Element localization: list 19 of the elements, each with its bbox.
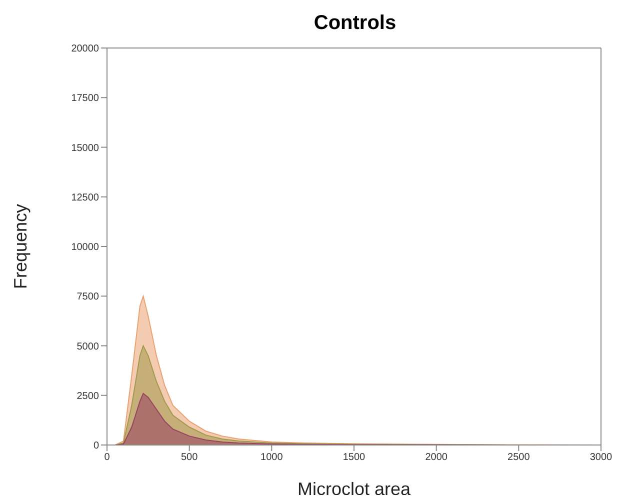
x-tick-label: 0: [104, 452, 110, 464]
y-tick-label: 15000: [71, 142, 100, 154]
x-tick-label: 500: [180, 452, 198, 464]
y-tick-label: 2500: [76, 390, 100, 402]
x-tick-label: 2000: [425, 452, 448, 464]
x-tick-label: 1000: [260, 452, 284, 464]
x-tick-label: 1500: [342, 452, 366, 464]
y-tick-label: 17500: [71, 93, 100, 104]
chart-title: Controls: [312, 11, 398, 36]
y-tick-label: 12500: [71, 192, 100, 204]
y-axis-title: Frequency: [10, 204, 30, 290]
y-tick-label: 7500: [76, 292, 100, 303]
x-tick-label: 2500: [508, 452, 530, 464]
y-tick-label: 20000: [71, 44, 100, 55]
y-tick-label: 0: [93, 440, 100, 452]
y-tick-label: 5000: [76, 341, 100, 352]
x-axis-title: Microclot area: [297, 479, 412, 499]
x-tick-label: 3000: [590, 452, 613, 464]
y-tick-label: 10000: [71, 242, 100, 254]
